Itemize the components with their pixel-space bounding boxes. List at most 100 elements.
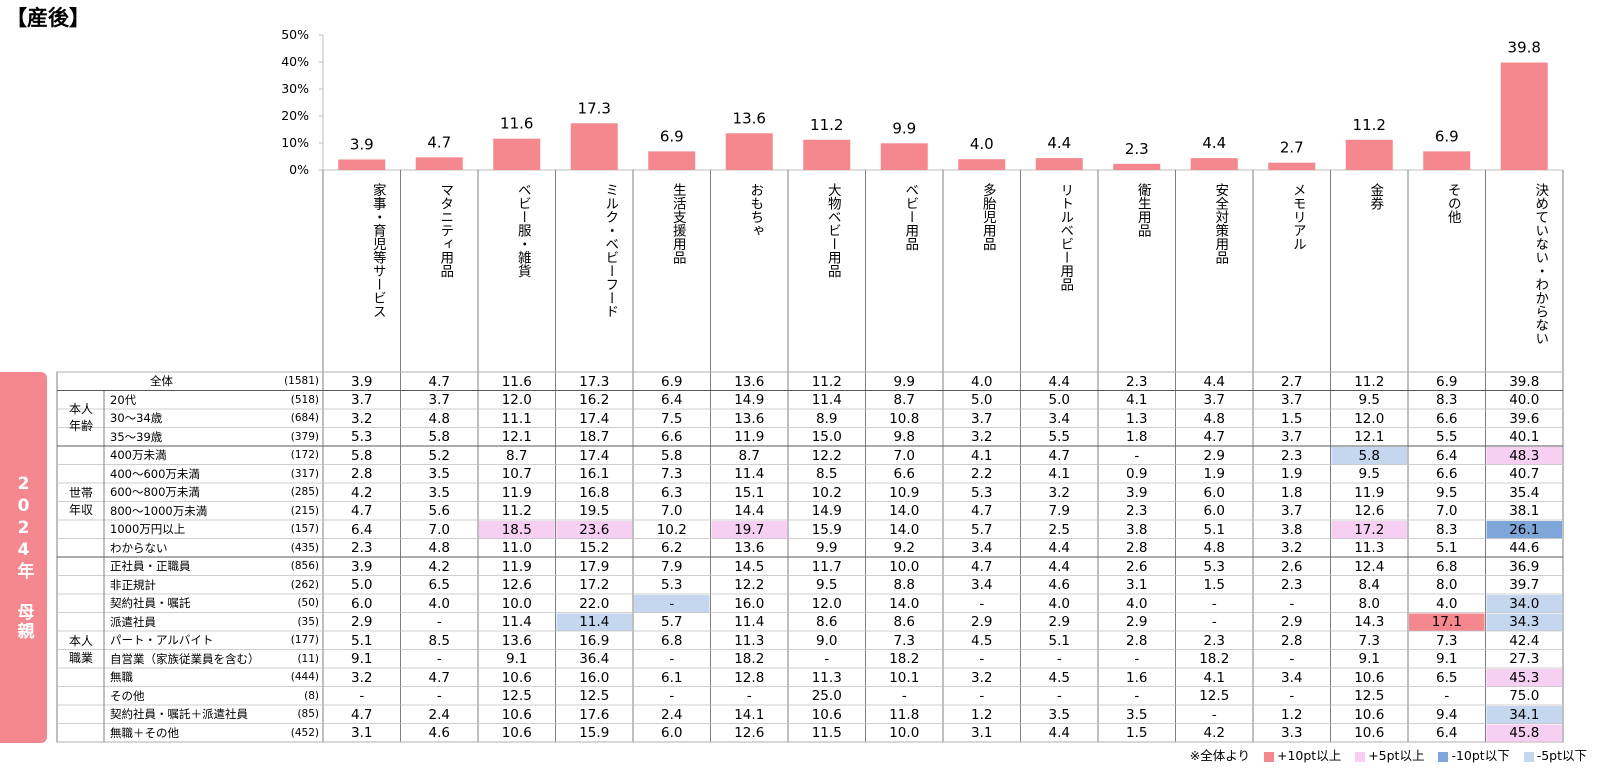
- table-cell: 9.4: [1436, 706, 1458, 723]
- table-cell: 6.8: [661, 632, 683, 649]
- table-cell: -: [1134, 447, 1140, 464]
- table-cell: 15.0: [811, 429, 842, 445]
- row-sample-size: (452): [290, 726, 319, 739]
- table-cell: 4.2: [1203, 725, 1225, 741]
- bar-value-label: 6.9: [660, 127, 684, 145]
- table-cell: 14.5: [734, 558, 765, 575]
- row-sample-size: (317): [290, 467, 319, 480]
- table-cell: 11.9: [734, 429, 765, 445]
- table-cell: 12.6: [1354, 503, 1385, 519]
- table-cell: 4.2: [351, 484, 373, 501]
- row-label: その他: [110, 688, 145, 703]
- table-cell: 6.4: [1436, 447, 1458, 464]
- row-sample-size: (379): [290, 430, 319, 443]
- table-cell: 15.9: [811, 521, 842, 538]
- table-cell: 39.8: [1509, 373, 1540, 390]
- row-sample-size: (444): [290, 671, 319, 683]
- table-cell: 16.0: [734, 595, 765, 612]
- table-cell: 10.6: [1354, 706, 1385, 723]
- table-cell: 3.9: [351, 558, 373, 575]
- table-cell: -: [1056, 651, 1062, 667]
- table-cell: 8.7: [893, 392, 915, 408]
- table-cell: 19.7: [734, 521, 765, 538]
- table-cell: 6.8: [1436, 558, 1458, 575]
- row-sample-size: (435): [290, 541, 319, 554]
- table-cell: 3.7: [1203, 392, 1225, 408]
- table-cell: 9.5: [1358, 392, 1380, 408]
- bar: [648, 151, 696, 170]
- legend-minus10: -10pt以下: [1451, 748, 1510, 763]
- table-cell: 39.7: [1509, 577, 1540, 593]
- table-cell: -: [1211, 614, 1217, 630]
- table-cell: 1.6: [1126, 669, 1148, 686]
- table-cell: 11.1: [501, 410, 532, 427]
- table-cell: 3.4: [1048, 410, 1070, 427]
- row-sample-size: (11): [297, 652, 319, 665]
- table-cell: 7.3: [893, 632, 915, 649]
- table-cell: 2.3: [1203, 632, 1225, 649]
- table-cell: 15.1: [734, 484, 765, 501]
- table-cell: 4.1: [1203, 669, 1225, 686]
- table-cell: 48.3: [1509, 447, 1540, 464]
- row-sample-size: (172): [290, 449, 319, 461]
- row-sample-size: (262): [290, 578, 319, 591]
- table-cell: 10.6: [501, 706, 532, 723]
- table-cell: 8.0: [1358, 595, 1380, 612]
- table-cell: 4.4: [1048, 373, 1070, 390]
- highlight-cell: [1409, 613, 1485, 631]
- legend-plus10: +10pt以上: [1276, 748, 1342, 763]
- table-cell: 3.8: [1126, 521, 1148, 538]
- table-cell: 17.2: [579, 577, 610, 593]
- y-tick-label: 20%: [281, 108, 309, 123]
- table-cell: -: [1134, 688, 1140, 704]
- row-label: 非正規計: [110, 577, 156, 592]
- table-cell: 11.9: [501, 484, 532, 501]
- table-cell: 3.5: [428, 484, 450, 501]
- table-cell: 17.6: [579, 706, 610, 723]
- table-cell: 6.6: [1436, 410, 1458, 427]
- highlight-cell: [1331, 447, 1407, 465]
- table-cell: 1.5: [1281, 410, 1303, 427]
- table-cell: 16.0: [579, 669, 610, 686]
- bar-value-label: 11.2: [810, 116, 843, 134]
- table-cell: 5.6: [428, 503, 450, 519]
- table-cell: 25.0: [811, 688, 842, 704]
- bar-value-label: 9.9: [892, 119, 916, 137]
- row-label: 契約社員・嘱託＋派遣社員: [110, 707, 248, 721]
- table-cell: 8.3: [1436, 392, 1458, 408]
- table-cell: 16.8: [579, 484, 610, 501]
- table-cell: 14.0: [889, 595, 920, 612]
- y-tick-label: 50%: [281, 27, 309, 42]
- table-cell: 5.5: [1436, 429, 1458, 445]
- bar-value-label: 3.9: [350, 135, 374, 153]
- table-cell: 44.6: [1509, 540, 1540, 556]
- row-sample-size: (177): [290, 634, 319, 646]
- table-cell: 5.0: [351, 577, 373, 593]
- table-cell: 2.9: [351, 614, 373, 630]
- table-cell: 10.2: [811, 484, 842, 501]
- table-cell: 10.6: [501, 725, 532, 741]
- bar-value-label: 2.3: [1125, 140, 1149, 158]
- table-cell: -: [436, 614, 442, 630]
- table-cell: 11.4: [811, 392, 842, 408]
- table-cell: 2.4: [428, 706, 450, 723]
- table-cell: 4.0: [971, 373, 993, 390]
- table-cell: 12.2: [734, 577, 765, 593]
- table-cell: 11.2: [501, 503, 532, 519]
- table-cell: 5.1: [351, 632, 373, 649]
- table-cell: 11.2: [811, 373, 842, 390]
- table-cell: 4.0: [1436, 595, 1458, 612]
- highlight-cell: [634, 595, 710, 613]
- table-cell: 14.9: [811, 503, 842, 519]
- table-cell: 2.2: [971, 466, 993, 482]
- table-cell: 5.0: [1048, 392, 1070, 408]
- side-band: [0, 372, 47, 743]
- table-cell: 9.5: [816, 577, 838, 593]
- table-cell: 34.1: [1509, 706, 1540, 723]
- table-cell: 7.0: [893, 447, 915, 464]
- bar-value-label: 2.7: [1280, 139, 1304, 157]
- table-cell: -: [359, 688, 365, 704]
- table-cell: 23.6: [579, 521, 610, 538]
- bar-value-label: 4.0: [970, 135, 994, 153]
